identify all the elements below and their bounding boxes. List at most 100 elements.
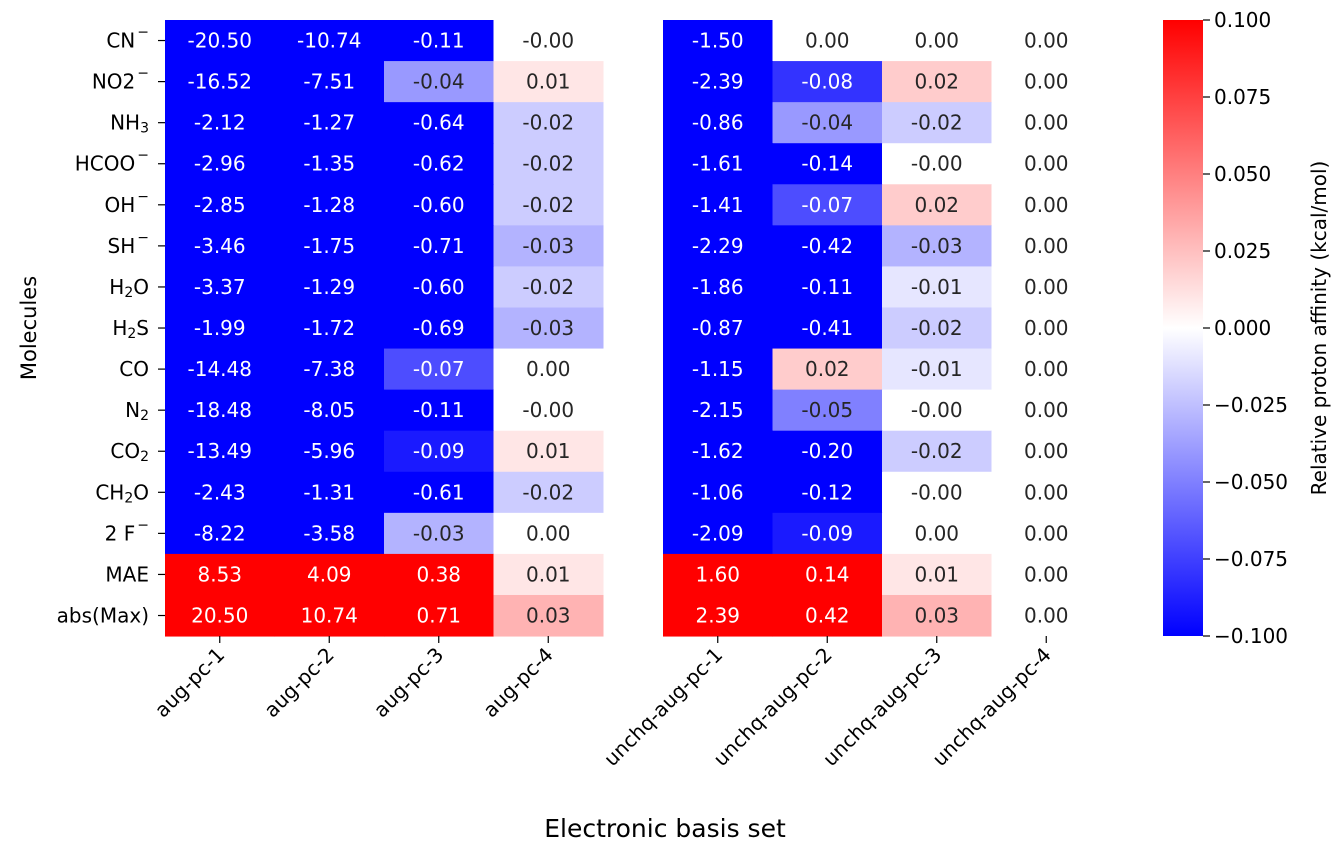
heatmap-cell bbox=[384, 143, 494, 185]
heatmap-cell bbox=[274, 266, 385, 308]
heatmap-cell bbox=[991, 143, 1102, 185]
heatmap-cell bbox=[663, 143, 773, 185]
heatmap-cell bbox=[882, 307, 992, 350]
heatmap-cell bbox=[663, 553, 773, 596]
cell-value-label: -0.04 bbox=[413, 70, 465, 94]
heatmap-cell bbox=[991, 307, 1102, 350]
colorbar: 0.100 0.075 0.050 0.025 0.000 −0.025 −0.050 −0.… bbox=[1163, 8, 1331, 648]
cell-value-label: 0.00 bbox=[1024, 275, 1069, 299]
heatmap-cell bbox=[772, 184, 883, 226]
heatmap-cell bbox=[165, 594, 275, 637]
heatmap-cell bbox=[493, 307, 604, 350]
cell-value-label: -3.46 bbox=[194, 234, 246, 258]
heatmap-cell bbox=[772, 594, 883, 637]
cell-value-label: 1.60 bbox=[695, 562, 740, 586]
cell-value-label: -18.48 bbox=[188, 398, 252, 422]
heatmap-cell bbox=[493, 266, 604, 308]
heatmap-cell bbox=[384, 553, 494, 596]
cell-value-label: 0.00 bbox=[805, 29, 850, 53]
cell-value-label: 0.00 bbox=[914, 29, 959, 53]
cell-value-label: -20.50 bbox=[188, 29, 252, 53]
cell-value-label: -0.04 bbox=[801, 111, 853, 135]
colorbar-gradient bbox=[1163, 20, 1203, 636]
x-tick-label: aug-pc-3 bbox=[369, 643, 449, 723]
y-tick-label: abs(Max) bbox=[57, 604, 149, 628]
cell-value-label: 0.00 bbox=[914, 521, 959, 545]
heatmap-cell bbox=[274, 184, 385, 226]
heatmap-cell bbox=[991, 430, 1102, 473]
heatmap-cell bbox=[384, 61, 494, 103]
heatmap-cell bbox=[991, 20, 1102, 62]
cell-value-label: 0.01 bbox=[526, 562, 571, 586]
colorbar-tick-label: −0.025 bbox=[1214, 393, 1288, 417]
cell-value-label: -0.11 bbox=[801, 275, 853, 299]
heatmap-cell bbox=[663, 594, 773, 637]
y-tick-label: CO bbox=[119, 357, 149, 381]
heatmap-cell bbox=[493, 430, 604, 473]
heatmap-cell bbox=[882, 61, 992, 103]
cell-value-label: -8.22 bbox=[194, 521, 246, 545]
heatmap-cell bbox=[165, 225, 275, 267]
heatmap-cell bbox=[772, 512, 883, 555]
x-tick-label: unchq-aug-pc-3 bbox=[818, 643, 946, 771]
heatmap-cell bbox=[991, 102, 1102, 144]
heatmap-cell bbox=[493, 594, 604, 637]
x-tick-label: unchq-aug-pc-4 bbox=[928, 643, 1056, 771]
heatmap-cell bbox=[274, 512, 385, 555]
heatmap-cell bbox=[663, 61, 773, 103]
colorbar-tick-label: 0.100 bbox=[1214, 8, 1271, 32]
colorbar-tick-label: 0.025 bbox=[1214, 239, 1271, 263]
cell-value-label: 0.02 bbox=[805, 357, 850, 381]
heatmap-cell bbox=[991, 266, 1102, 308]
cell-value-label: -1.99 bbox=[194, 316, 246, 340]
y-tick-label: NO2− bbox=[92, 66, 149, 94]
heatmap-cell bbox=[663, 348, 773, 391]
heatmap-cell bbox=[772, 553, 883, 596]
heatmap-cell bbox=[493, 471, 604, 514]
y-tick-label: 2 F − bbox=[105, 517, 149, 545]
cell-value-label: -0.64 bbox=[413, 111, 465, 135]
colorbar-tick-label: 0.050 bbox=[1214, 162, 1271, 186]
heatmap-cell bbox=[772, 348, 883, 391]
cell-value-label: -3.58 bbox=[303, 521, 355, 545]
cell-value-label: -0.00 bbox=[911, 152, 963, 176]
cell-value-label: 0.00 bbox=[1024, 152, 1069, 176]
cell-value-label: 0.00 bbox=[1024, 480, 1069, 504]
cell-value-label: -0.03 bbox=[911, 234, 963, 258]
heatmap-cell bbox=[384, 266, 494, 308]
cell-value-label: 0.03 bbox=[914, 604, 959, 628]
x-tick-label: unchq-aug-pc-2 bbox=[709, 643, 837, 771]
heatmap-cell bbox=[663, 184, 773, 226]
cell-value-label: 0.14 bbox=[805, 562, 850, 586]
heatmap-cell bbox=[384, 512, 494, 555]
heatmap-cell bbox=[493, 389, 604, 432]
cell-value-label: -0.02 bbox=[522, 480, 574, 504]
cell-value-label: -0.00 bbox=[522, 398, 574, 422]
cell-value-label: -0.09 bbox=[801, 521, 853, 545]
heatmap-cell bbox=[165, 471, 275, 514]
heatmap-cell bbox=[772, 307, 883, 350]
colorbar-tick-label: −0.050 bbox=[1214, 470, 1288, 494]
cell-value-label: -0.02 bbox=[522, 111, 574, 135]
y-tick-label: HCOO − bbox=[75, 148, 149, 176]
y-tick-label: OH − bbox=[104, 189, 149, 217]
heatmap-cell bbox=[663, 430, 773, 473]
cell-value-label: -0.60 bbox=[413, 193, 465, 217]
colorbar-tick-label: 0.075 bbox=[1214, 85, 1271, 109]
colorbar-tick-label: 0.000 bbox=[1214, 316, 1271, 340]
heatmap-cell bbox=[882, 553, 992, 596]
cell-value-label: -0.62 bbox=[413, 152, 465, 176]
heatmap-cell bbox=[772, 225, 883, 267]
cell-value-label: 0.71 bbox=[416, 604, 461, 628]
heatmap-cell bbox=[274, 553, 385, 596]
cell-value-label: -0.09 bbox=[413, 439, 465, 463]
heatmap-cell bbox=[772, 61, 883, 103]
heatmap-cell bbox=[882, 184, 992, 226]
heatmap-cell bbox=[772, 102, 883, 144]
cell-value-label: -2.12 bbox=[194, 111, 246, 135]
x-tick-labels: aug-pc-1 aug-pc-2 aug-pc-3 aug-pc-4 unchq-au… bbox=[150, 636, 1056, 771]
cell-value-label: 0.42 bbox=[805, 604, 850, 628]
heatmap-cell bbox=[882, 471, 992, 514]
heatmap-cell bbox=[165, 266, 275, 308]
cell-value-label: -0.00 bbox=[911, 398, 963, 422]
